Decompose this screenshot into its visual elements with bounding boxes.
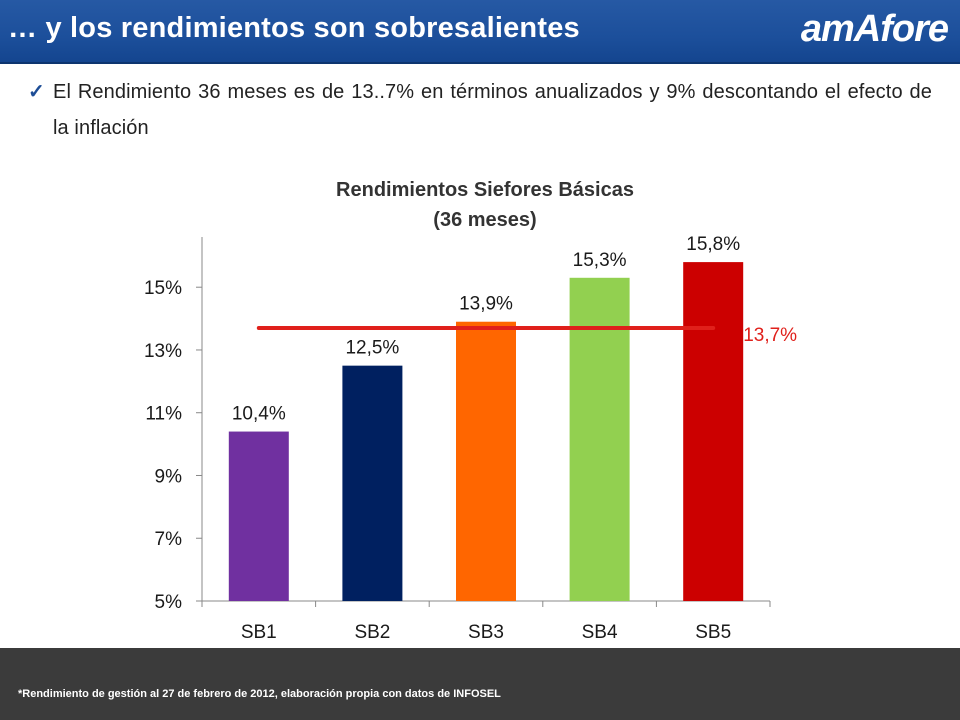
category-label: SB2 bbox=[354, 622, 390, 643]
footer-bar: *Rendimiento de gestión al 27 de febrero… bbox=[0, 648, 960, 720]
y-tick-label: 15% bbox=[144, 278, 182, 299]
y-tick-label: 9% bbox=[155, 466, 183, 487]
data-label: 13,9% bbox=[459, 294, 513, 315]
bullet-point: ✓ El Rendimiento 36 meses es de 13..7% e… bbox=[28, 74, 932, 146]
y-tick-label: 13% bbox=[144, 341, 182, 362]
y-tick-label: 5% bbox=[155, 592, 183, 613]
bar-sb3 bbox=[456, 321, 516, 601]
chart-labels: 10,4% SB1 12,5% SB2 13,9% SB3 15,3% SB4 15,8% SB5… bbox=[232, 234, 797, 643]
y-tick-label: 11% bbox=[145, 404, 182, 425]
amafore-logo: amAfore bbox=[800, 8, 949, 50]
bar-sb2 bbox=[342, 365, 403, 601]
chart-title: Rendimientos Siefores Básicas bbox=[336, 179, 634, 201]
chart-bars bbox=[228, 262, 744, 601]
footnote: *Rendimiento de gestión al 27 de febrero… bbox=[18, 688, 501, 700]
checkmark-icon: ✓ bbox=[28, 81, 45, 103]
header-bar: … y los rendimientos son sobresalientes … bbox=[0, 0, 960, 64]
bar-chart: Rendimientos Siefores Básicas (36 meses)… bbox=[144, 179, 797, 643]
y-tick-label: 7% bbox=[155, 529, 183, 550]
data-label: 12,5% bbox=[345, 338, 399, 359]
bar-sb5 bbox=[683, 262, 744, 601]
page-title: … y los rendimientos son sobresalientes bbox=[8, 12, 580, 44]
category-label: SB1 bbox=[241, 622, 277, 643]
data-label: 15,3% bbox=[573, 250, 627, 271]
bar-sb1 bbox=[228, 431, 289, 601]
bullet-text: El Rendimiento 36 meses es de 13..7% en … bbox=[53, 81, 932, 139]
data-label: 10,4% bbox=[232, 404, 286, 425]
data-label: 15,8% bbox=[686, 234, 740, 255]
category-label: SB4 bbox=[582, 622, 618, 643]
chart-axes: 5% 7% 9% 11% 13% 15% bbox=[144, 237, 771, 613]
chart-subtitle: (36 meses) bbox=[433, 209, 536, 231]
bar-sb4 bbox=[569, 277, 630, 601]
category-label: SB3 bbox=[468, 622, 504, 643]
average-reference-label: 13,7% bbox=[743, 325, 797, 346]
category-label: SB5 bbox=[695, 622, 731, 643]
